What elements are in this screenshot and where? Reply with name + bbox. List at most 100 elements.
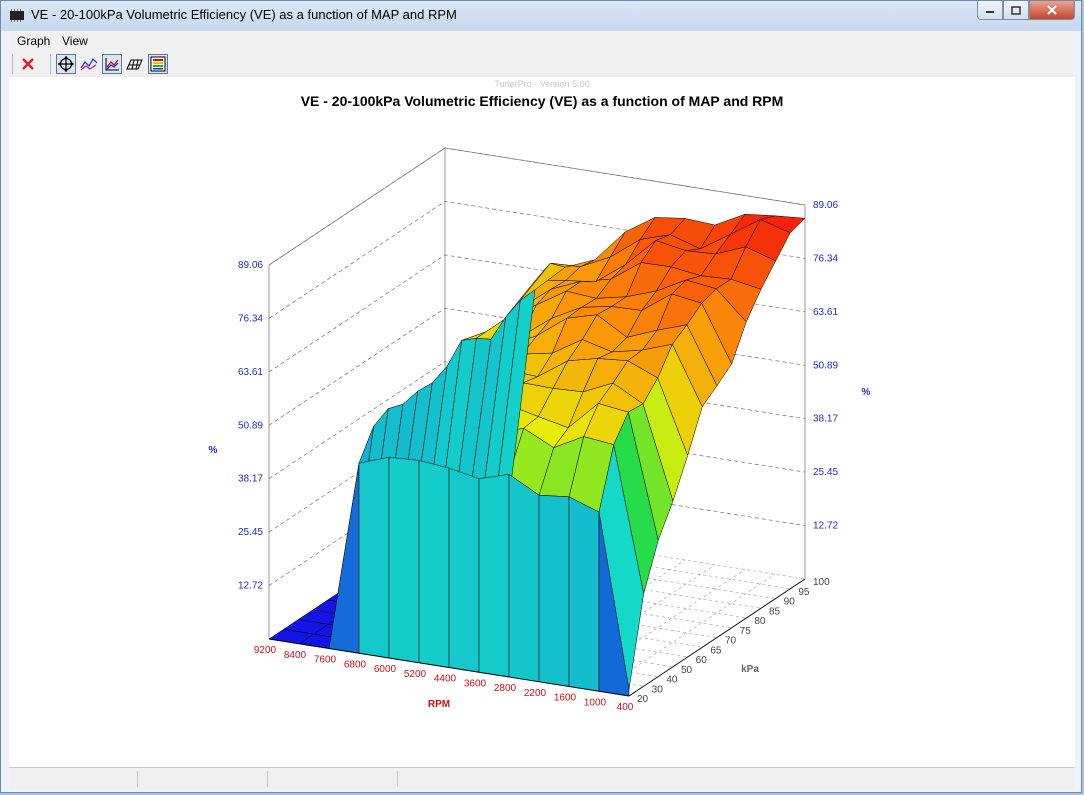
z-tick-label-left: 38.17 [238,474,263,485]
toolbar [9,51,1073,78]
surface-skirt [538,494,570,687]
floor-gridline [568,569,746,687]
z-gridline [268,147,806,266]
maximize-icon [1011,5,1021,15]
rpm-tick-label: 8400 [284,650,307,661]
line-graph-button[interactable] [79,54,99,74]
z-tick-label-right: 89.06 [813,200,838,211]
rpm-tick-label: 6800 [344,659,367,670]
axis-line [628,578,806,697]
floor-gridline [538,564,716,682]
rpm-tick-label: 400 [617,702,634,713]
z-tick-label-right: 63.61 [813,307,838,318]
surface-3d-button[interactable] [102,54,122,74]
z-tick-label-right: 25.45 [813,467,838,478]
z-tick-label-right: 76.34 [813,253,838,264]
red-x-icon [22,58,34,70]
z-tick-label-right: 12.72 [813,521,838,532]
rpm-tick-label: 1000 [584,697,607,708]
graph-area[interactable]: TunerPro - Version 5.00 VE - 20-100kPa V… [9,77,1075,767]
rpm-tick-label: 2200 [524,688,547,699]
kpa-tick-label: 80 [754,616,766,627]
rpm-tick-label: 2800 [494,683,517,694]
kpa-tick-label: 65 [710,645,722,656]
ve-surface-chart[interactable]: TunerPro - Version 5.00 VE - 20-100kPa V… [9,77,1075,767]
surface-skirt [358,456,390,659]
z-tick-label-right: 50.89 [813,360,838,371]
maximize-button[interactable] [1003,1,1029,20]
z-gridline [268,254,806,373]
title-bar[interactable]: VE - 20-100kPa Volumetric Efficiency (VE… [1,1,1081,31]
z-tick-label-left: 89.06 [238,260,263,271]
rpm-tick-label: 1600 [554,693,577,704]
z-axis-title-right: % [862,387,871,398]
menu-view[interactable]: View [62,34,88,48]
surface-skirt [508,473,540,683]
kpa-tick-label: 30 [652,684,664,695]
kpa-tick-label: 70 [725,636,737,647]
toolbar-separator [50,54,51,74]
minimize-icon [986,11,994,13]
kpa-tick-label: 60 [696,655,708,666]
rpm-tick-label: 6000 [374,664,397,675]
kpa-tick-label: 95 [798,587,810,598]
window-title: VE - 20-100kPa Volumetric Efficiency (VE… [31,7,457,22]
close-icon [1047,5,1057,15]
status-panel [269,771,398,787]
surface-skirt [478,474,510,678]
color-bars-icon [150,56,166,72]
kpa-tick-label: 50 [681,665,693,676]
kpa-tick-label: 85 [769,606,781,617]
surface-graph-icon [105,58,119,71]
minimize-button[interactable] [977,1,1003,20]
kpa-tick-label: 20 [637,694,649,705]
rpm-tick-label: 5200 [404,669,427,680]
kpa-tick-label: 75 [740,626,752,637]
z-tick-label-left: 76.34 [238,313,263,324]
wireframe-button[interactable] [125,54,145,74]
menu-graph[interactable]: Graph [17,34,51,48]
chart-watermark: TunerPro - Version 5.00 [494,79,589,89]
floor-gridline [598,574,776,692]
z-gridline [268,361,806,479]
status-panel [139,771,268,787]
surface-skirt [568,496,600,692]
z-gridline [268,201,806,319]
z-tick-label-left: 12.72 [238,581,263,592]
rpm-tick-label: 9200 [254,645,277,656]
status-bar [9,767,1075,789]
surface-skirt [388,456,420,664]
rpm-tick-label: 4400 [434,674,457,685]
axis-line [268,638,630,697]
menu-bar: Graph View [9,31,1073,50]
z-axis-title-left: % [209,445,218,456]
surface-skirt [448,467,480,673]
toolbar-grip [12,54,13,74]
rpm-tick-label: 3600 [464,678,487,689]
surface-skirt [328,463,360,654]
close-graph-button[interactable] [18,54,38,74]
kpa-tick-label: 40 [666,675,678,686]
z-tick-label-left: 25.45 [238,527,263,538]
wireframe-icon [126,59,143,70]
chart-title: VE - 20-100kPa Volumetric Efficiency (VE… [301,93,784,109]
z-gridline [268,307,806,426]
status-panel [9,771,138,787]
color-legend-button[interactable] [148,54,168,74]
window-edge [1075,77,1081,767]
chip-icon [10,9,24,22]
surface-skirt [418,460,450,668]
rpm-tick-label: 7600 [314,655,337,666]
kpa-axis-title: kPa [741,664,759,675]
move-crosshair-icon [58,56,74,72]
z-tick-label-right: 38.17 [813,414,838,425]
rpm-axis-title: RPM [428,699,450,710]
z-tick-label-left: 50.89 [238,420,263,431]
line-graph-icon [80,57,98,71]
kpa-tick-label: 90 [784,597,796,608]
close-button[interactable] [1029,1,1075,20]
z-tick-label-left: 63.61 [238,367,263,378]
rotate-view-button[interactable] [56,54,76,74]
kpa-tick-label: 100 [813,577,830,588]
